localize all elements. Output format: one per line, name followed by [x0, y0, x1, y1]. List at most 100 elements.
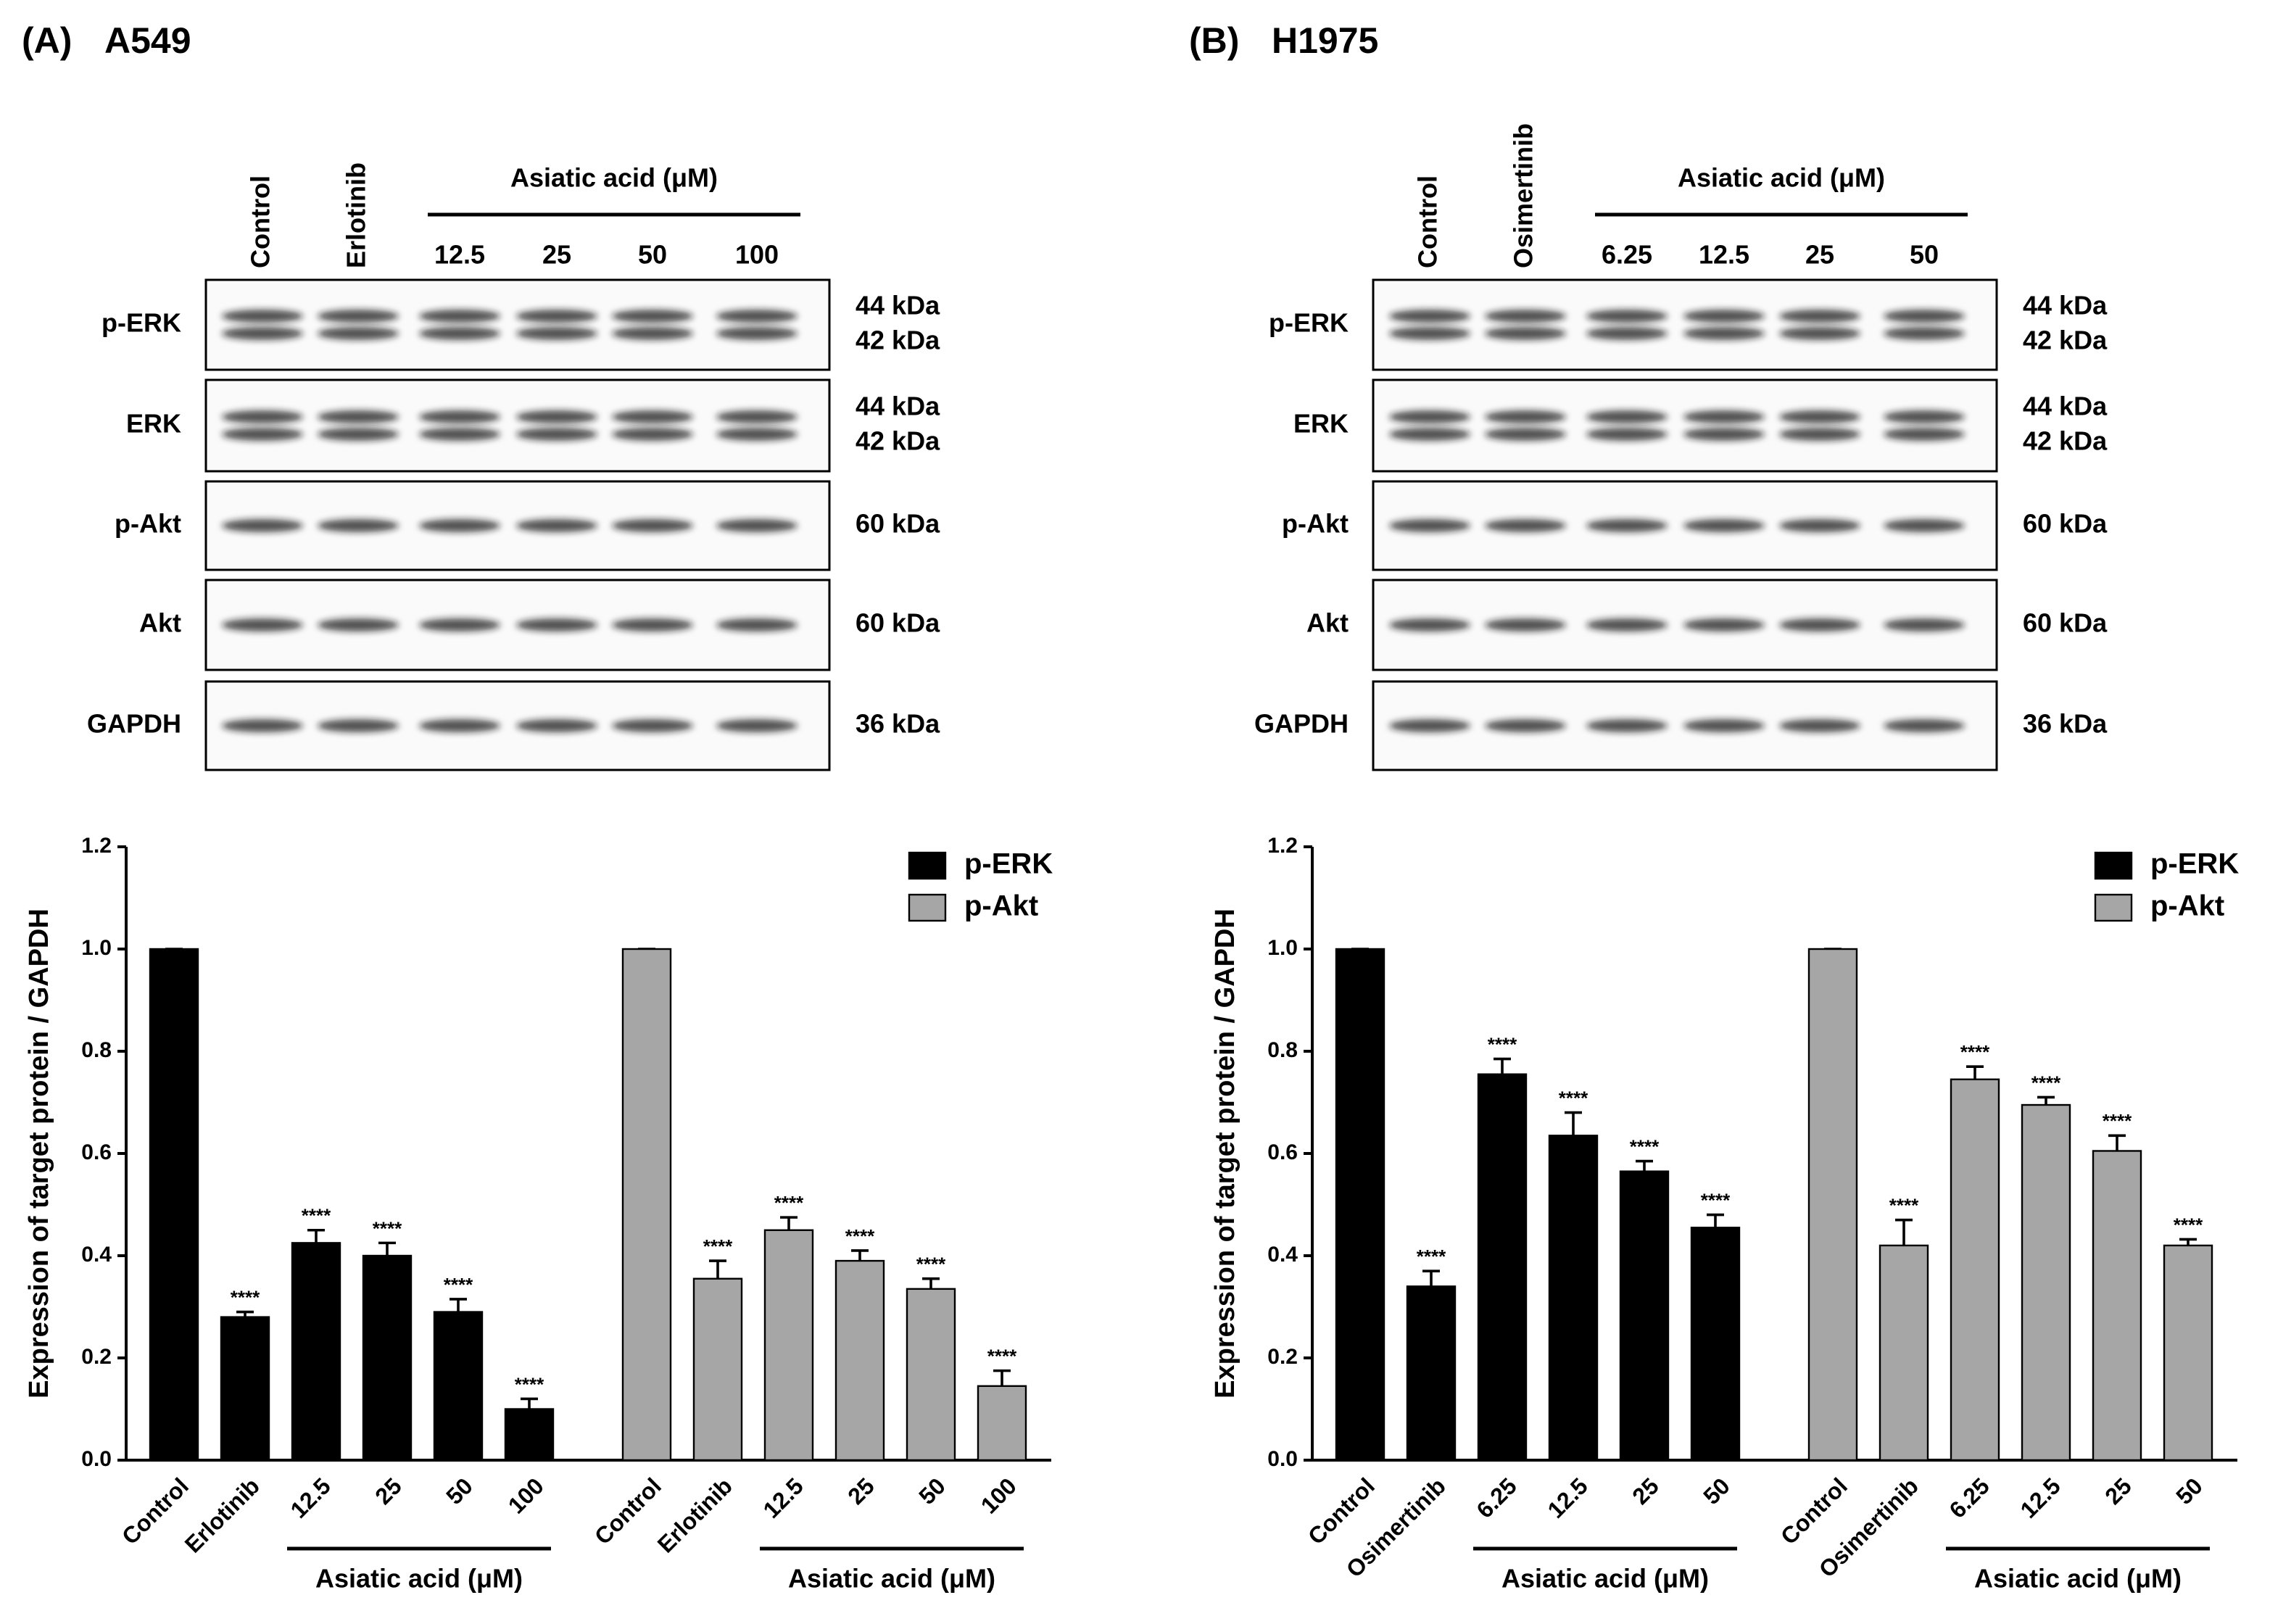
- band: [419, 310, 500, 323]
- blot-frame: [1372, 378, 1998, 473]
- significance-label: ****: [231, 1286, 260, 1308]
- lane-label: 25: [1805, 240, 1834, 270]
- y-tick-label: 0.6: [81, 1140, 112, 1164]
- significance-label: ****: [1960, 1041, 1990, 1063]
- legend-label: p-Akt: [2150, 890, 2224, 922]
- band: [1683, 310, 1765, 323]
- band: [419, 719, 500, 732]
- band: [1586, 719, 1668, 732]
- y-tick-label: 0.8: [81, 1038, 112, 1062]
- bar: [1548, 1135, 1599, 1462]
- x-tick-label: 50: [2171, 1472, 2208, 1509]
- band: [1884, 310, 1965, 323]
- band: [1389, 519, 1470, 532]
- band: [1586, 327, 1668, 340]
- x-tick-label: 6.25: [1944, 1472, 1994, 1522]
- legend-swatch: [908, 851, 947, 880]
- lane-label: Control: [246, 175, 276, 268]
- band: [318, 310, 399, 323]
- x-tick-label: 12.5: [285, 1472, 335, 1522]
- x-tick-label: 12.5: [1542, 1472, 1592, 1522]
- y-axis-label: Expression of target protein / GAPDH: [24, 908, 54, 1399]
- band: [1586, 310, 1668, 323]
- x-tick-label: 25: [370, 1472, 407, 1509]
- band: [716, 519, 798, 532]
- band: [716, 719, 798, 732]
- blot-name: p-Akt: [115, 509, 181, 539]
- x-tick-label: Erlotinib: [180, 1472, 265, 1557]
- band: [612, 410, 693, 423]
- cell-line: H1975: [1272, 20, 1378, 61]
- bar: [692, 1277, 743, 1462]
- lane-label: Erlotinib: [341, 162, 371, 268]
- band: [716, 428, 798, 441]
- group-label: Asiatic acid (μM): [1678, 163, 1885, 193]
- band: [222, 310, 303, 323]
- x-tick-label: 100: [503, 1472, 549, 1518]
- y-tick-label: 0.6: [1267, 1140, 1298, 1164]
- blot-frame: [1372, 278, 1998, 371]
- significance-label: ****: [916, 1254, 946, 1275]
- y-tick-label: 1.0: [81, 936, 112, 960]
- group-label: Asiatic acid (μM): [788, 1564, 995, 1594]
- band: [1389, 719, 1470, 732]
- y-axis-label: Expression of target protein / GAPDH: [1210, 908, 1240, 1399]
- band: [1683, 327, 1765, 340]
- band: [612, 310, 693, 323]
- kda-label: 44 kDa: [856, 291, 940, 320]
- significance-label: ****: [444, 1274, 473, 1296]
- blot-name: ERK: [126, 409, 181, 439]
- band: [516, 719, 597, 732]
- band: [1884, 519, 1965, 532]
- band: [1683, 719, 1765, 732]
- band: [1485, 719, 1566, 732]
- y-tick-label: 0.4: [1267, 1243, 1298, 1267]
- band: [1485, 428, 1566, 441]
- lane-label: 50: [1910, 240, 1939, 270]
- band: [1683, 519, 1765, 532]
- lane-label: 25: [542, 240, 571, 270]
- band: [1884, 719, 1965, 732]
- band: [1389, 310, 1470, 323]
- band: [1389, 428, 1470, 441]
- kda-label: 42 kDa: [2023, 326, 2108, 355]
- group-label: Asiatic acid (μM): [1974, 1564, 2182, 1594]
- significance-label: ****: [1417, 1246, 1446, 1267]
- significance-label: ****: [1559, 1087, 1588, 1109]
- bar: [977, 1385, 1027, 1462]
- x-tick-label: 12.5: [2015, 1472, 2065, 1522]
- band: [1586, 428, 1668, 441]
- group-label: Asiatic acid (μM): [1501, 1564, 1709, 1594]
- band: [1779, 618, 1860, 631]
- band: [1586, 618, 1668, 631]
- bar: [834, 1259, 885, 1462]
- kda-label: 60 kDa: [856, 509, 940, 539]
- kda-label: 44 kDa: [2023, 392, 2108, 421]
- band: [1485, 327, 1566, 340]
- group-label: Asiatic acid (μM): [315, 1564, 523, 1594]
- bar: [1950, 1078, 2000, 1462]
- kda-label: 36 kDa: [2023, 709, 2108, 739]
- bar: [362, 1254, 413, 1462]
- band: [318, 719, 399, 732]
- lane-label: 12.5: [1699, 240, 1749, 270]
- band: [1683, 428, 1765, 441]
- band: [1779, 519, 1860, 532]
- bar: [621, 948, 672, 1462]
- significance-label: ****: [1488, 1033, 1517, 1055]
- band: [1485, 310, 1566, 323]
- significance-label: ****: [2031, 1072, 2061, 1093]
- kda-label: 60 kDa: [2023, 509, 2108, 539]
- band: [419, 410, 500, 423]
- band: [1586, 519, 1668, 532]
- significance-label: ****: [1701, 1189, 1731, 1211]
- band: [516, 410, 597, 423]
- legend-swatch: [908, 893, 947, 922]
- band: [222, 719, 303, 732]
- blot-name: p-Akt: [1282, 509, 1349, 539]
- kda-label: 42 kDa: [856, 326, 940, 355]
- band: [1884, 428, 1965, 441]
- band: [318, 519, 399, 532]
- kda-label: 60 kDa: [856, 608, 940, 638]
